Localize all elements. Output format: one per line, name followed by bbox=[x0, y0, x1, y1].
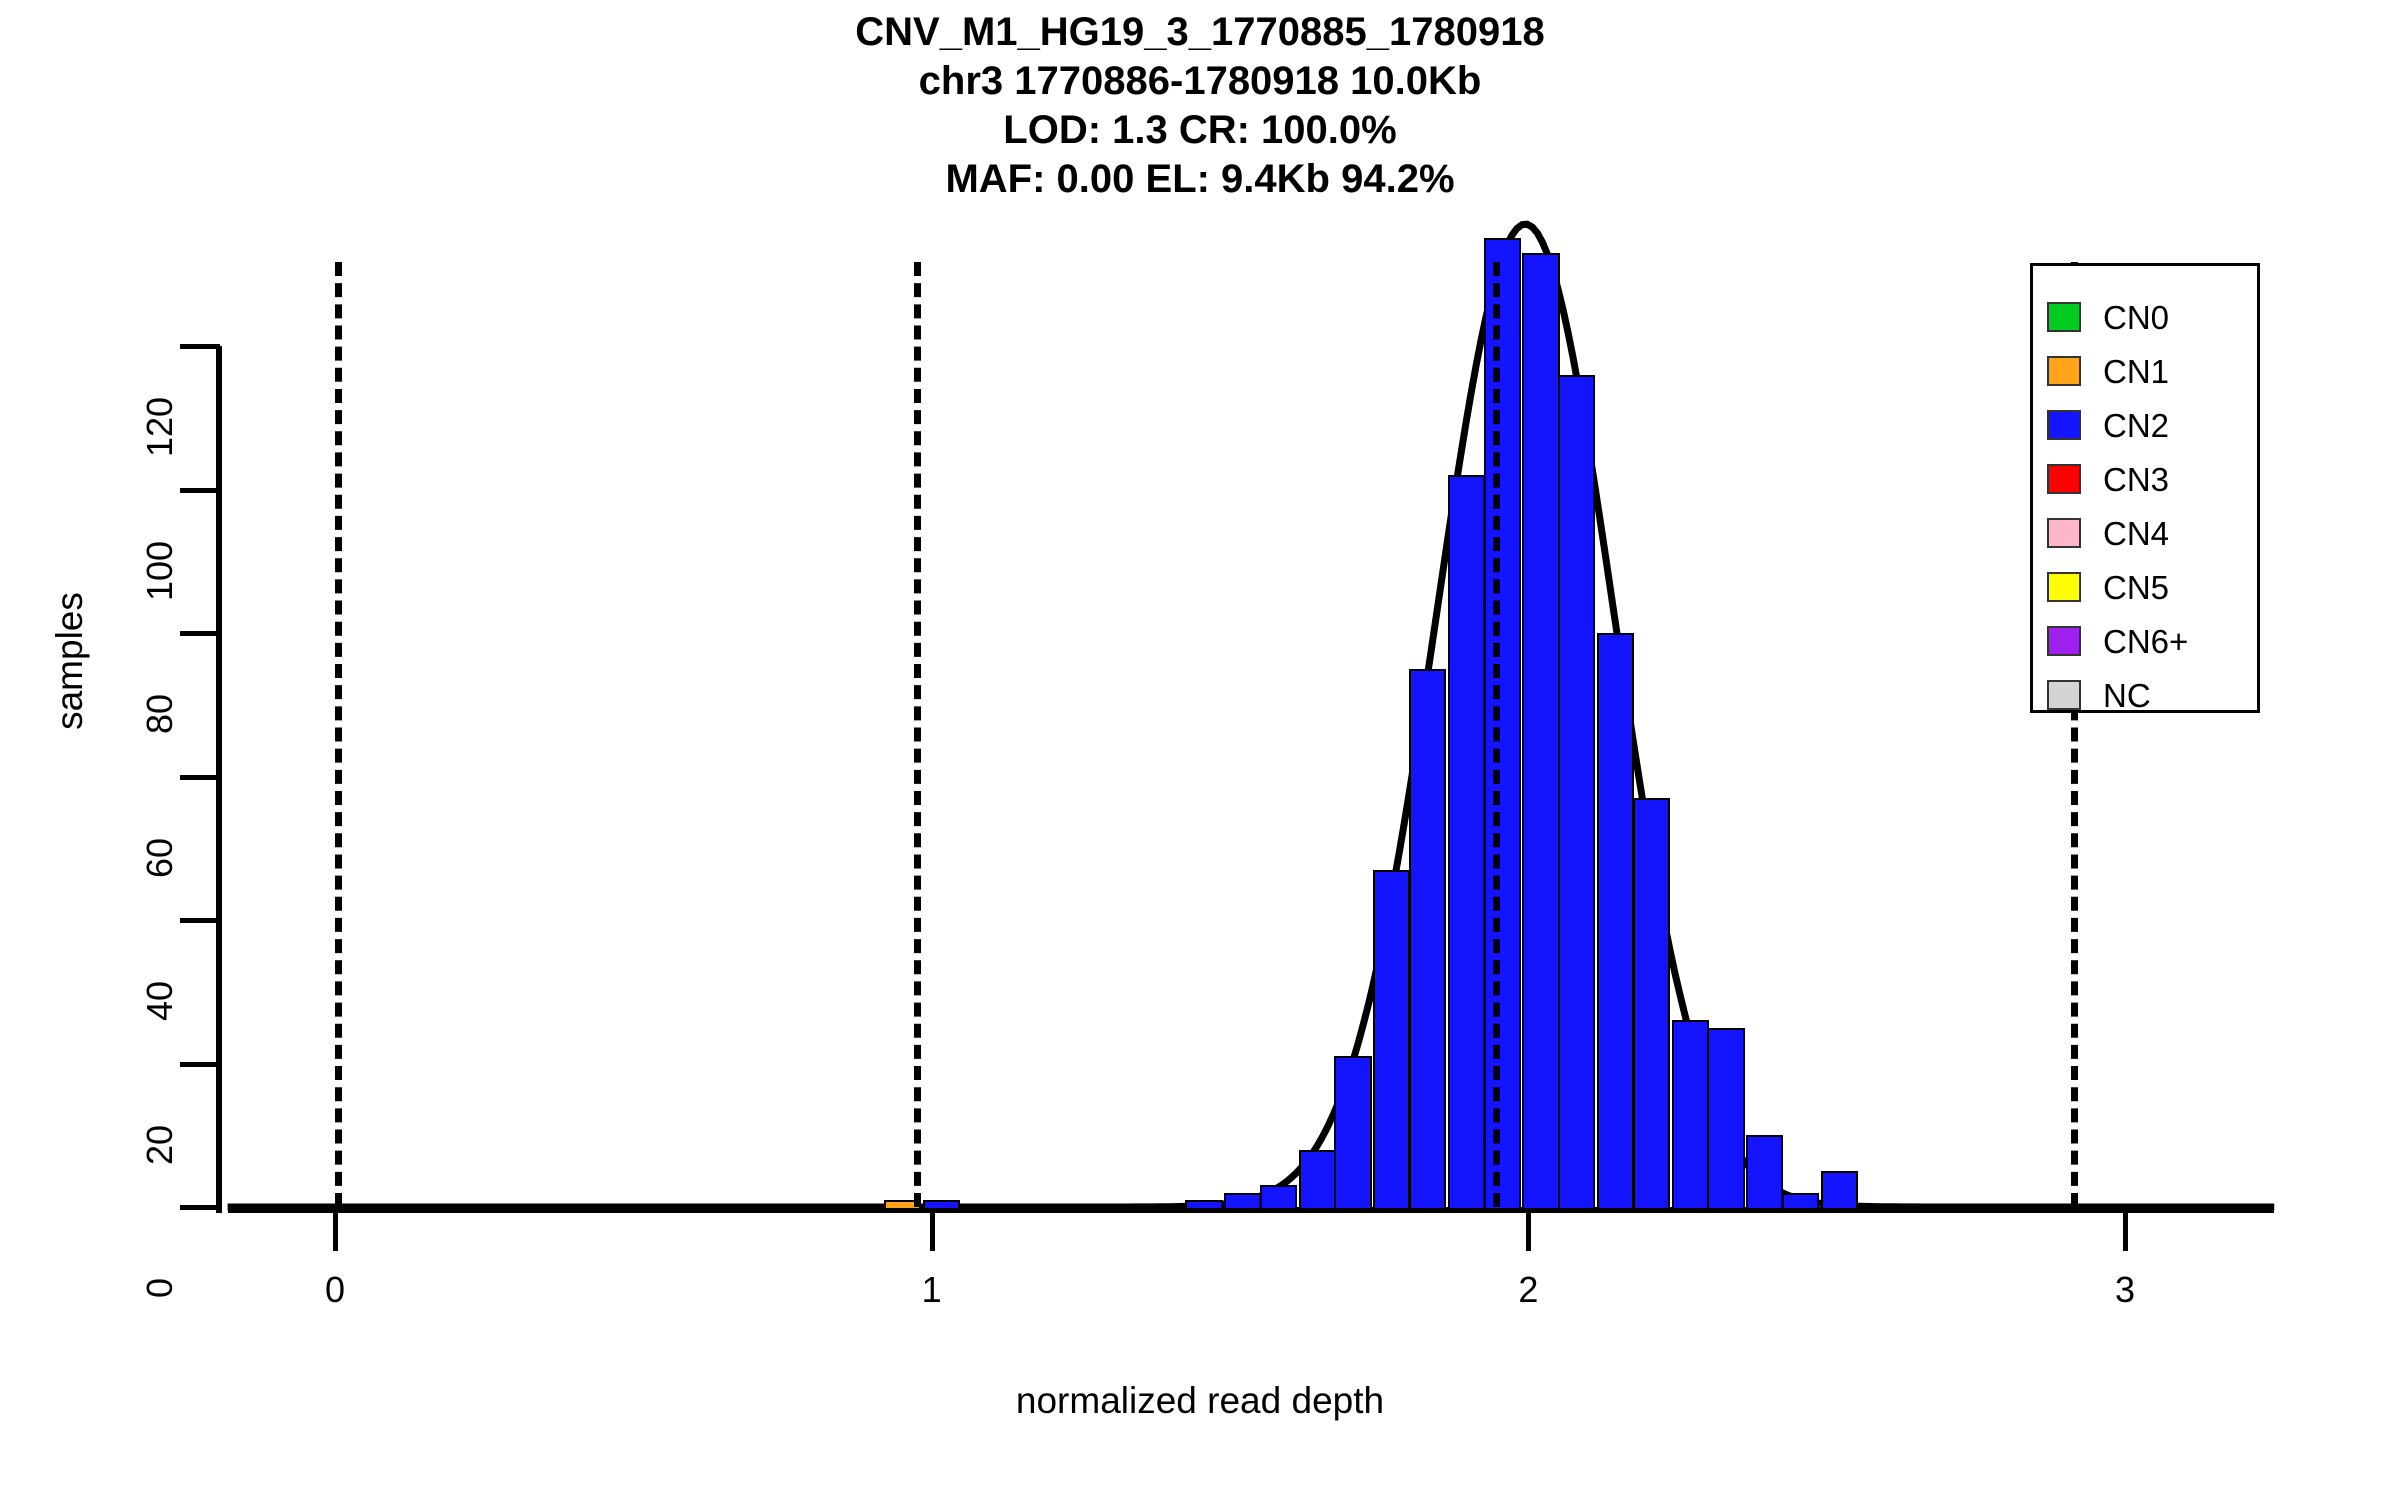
histogram-bar bbox=[1632, 798, 1671, 1210]
legend-box: CN0 CN1 CN2 CN3 CN4 CN5 CN6+ NC bbox=[2030, 263, 2260, 713]
y-tick-label: 60 bbox=[139, 837, 180, 878]
y-tick-label: 80 bbox=[139, 693, 180, 735]
x-tick-label: 2 bbox=[1518, 1269, 1539, 1310]
histogram-bar bbox=[1447, 475, 1486, 1210]
legend-label: CN2 bbox=[2103, 406, 2170, 444]
histogram-bar bbox=[1409, 668, 1447, 1210]
y-tick-label: 40 bbox=[139, 980, 180, 1022]
legend-label: NC bbox=[2103, 676, 2151, 714]
x-tick-mark bbox=[1526, 1213, 1532, 1251]
legend-label: CN0 bbox=[2103, 298, 2170, 336]
y-tick-mark bbox=[180, 344, 220, 349]
y-tick-mark bbox=[180, 487, 220, 493]
legend-swatch-icon bbox=[2047, 518, 2081, 548]
x-tick-label: 1 bbox=[921, 1269, 942, 1310]
legend-label: CN1 bbox=[2103, 352, 2170, 390]
histogram-bar bbox=[1185, 1199, 1223, 1210]
legend-item-cn4[interactable]: CN4 bbox=[2033, 512, 2257, 554]
title-line-4: MAF: 0.00 EL: 9.4Kb 94.2% bbox=[945, 157, 1455, 201]
title-line-3: LOD: 1.3 CR: 100.0% bbox=[1003, 108, 1397, 152]
histogram-bar bbox=[1558, 374, 1596, 1210]
x-tick-mark bbox=[333, 1213, 338, 1251]
histogram-bar bbox=[922, 1199, 960, 1210]
legend-item-nc[interactable]: NC bbox=[2033, 674, 2257, 716]
histogram-bar bbox=[1522, 252, 1560, 1210]
legend-swatch-icon bbox=[2047, 572, 2081, 602]
y-tick-mark bbox=[180, 1061, 220, 1067]
legend-item-cn3[interactable]: CN3 bbox=[2033, 458, 2257, 500]
y-tick-label: 0 bbox=[139, 1277, 180, 1299]
y-tick-label: 100 bbox=[139, 540, 180, 601]
figure-title: CNV_M1_HG19_3_1770885_1780918 chr3 17708… bbox=[0, 8, 2400, 204]
histogram-bar bbox=[1298, 1149, 1336, 1210]
x-tick-label: 0 bbox=[324, 1269, 346, 1310]
legend-item-cn0[interactable]: CN0 bbox=[2033, 296, 2257, 338]
cn-reference-line bbox=[2071, 262, 2079, 1207]
legend-swatch-icon bbox=[2047, 680, 2081, 710]
y-tick-label: 120 bbox=[139, 396, 180, 458]
histogram-bar bbox=[1671, 1020, 1709, 1210]
legend-swatch-icon bbox=[2047, 356, 2081, 386]
cn-reference-line bbox=[335, 262, 342, 1207]
cn-reference-line bbox=[913, 262, 921, 1207]
histogram-bar bbox=[1820, 1171, 1858, 1210]
legend-swatch-icon bbox=[2047, 464, 2081, 494]
legend-swatch-icon bbox=[2047, 302, 2081, 332]
legend-item-cn6plus[interactable]: CN6+ bbox=[2033, 620, 2257, 662]
histogram-bar bbox=[1707, 1027, 1745, 1210]
histogram-bar bbox=[1746, 1135, 1784, 1210]
y-axis-line bbox=[216, 346, 222, 1213]
histogram-bar bbox=[1781, 1192, 1820, 1210]
y-tick-mark bbox=[180, 1205, 220, 1210]
legend-swatch-icon bbox=[2047, 410, 2081, 440]
title-line-1: CNV_M1_HG19_3_1770885_1780918 bbox=[855, 10, 1545, 54]
x-axis-line bbox=[227, 1207, 2275, 1213]
y-tick-label: 20 bbox=[139, 1124, 180, 1165]
histogram-bar bbox=[1483, 238, 1521, 1210]
histogram-bar bbox=[1334, 1056, 1372, 1210]
legend-label: CN6+ bbox=[2103, 622, 2189, 660]
x-tick-mark bbox=[2123, 1213, 2128, 1251]
y-tick-mark bbox=[180, 631, 220, 636]
legend-swatch-icon bbox=[2047, 626, 2081, 656]
cn-reference-line bbox=[1492, 262, 1500, 1207]
x-tick-mark bbox=[929, 1213, 935, 1251]
y-tick-mark bbox=[180, 918, 220, 923]
y-axis-label: samples bbox=[49, 592, 90, 730]
legend-label: CN4 bbox=[2103, 514, 2170, 552]
x-axis-label: normalized read depth bbox=[1015, 1380, 1385, 1421]
histogram-bar bbox=[1596, 633, 1635, 1210]
y-tick-mark bbox=[180, 774, 220, 780]
legend-item-cn2[interactable]: CN2 bbox=[2033, 404, 2257, 446]
legend-label: CN5 bbox=[2103, 568, 2170, 606]
x-tick-label: 3 bbox=[2114, 1269, 2136, 1310]
histogram-bar bbox=[1224, 1192, 1262, 1210]
legend-item-cn1[interactable]: CN1 bbox=[2033, 350, 2257, 392]
histogram-bar bbox=[1373, 869, 1411, 1210]
title-line-2: chr3 1770886-1780918 10.0Kb bbox=[918, 59, 1482, 103]
histogram-bar bbox=[1259, 1185, 1298, 1210]
legend-label: CN3 bbox=[2103, 460, 2170, 498]
legend-item-cn5[interactable]: CN5 bbox=[2033, 566, 2257, 608]
